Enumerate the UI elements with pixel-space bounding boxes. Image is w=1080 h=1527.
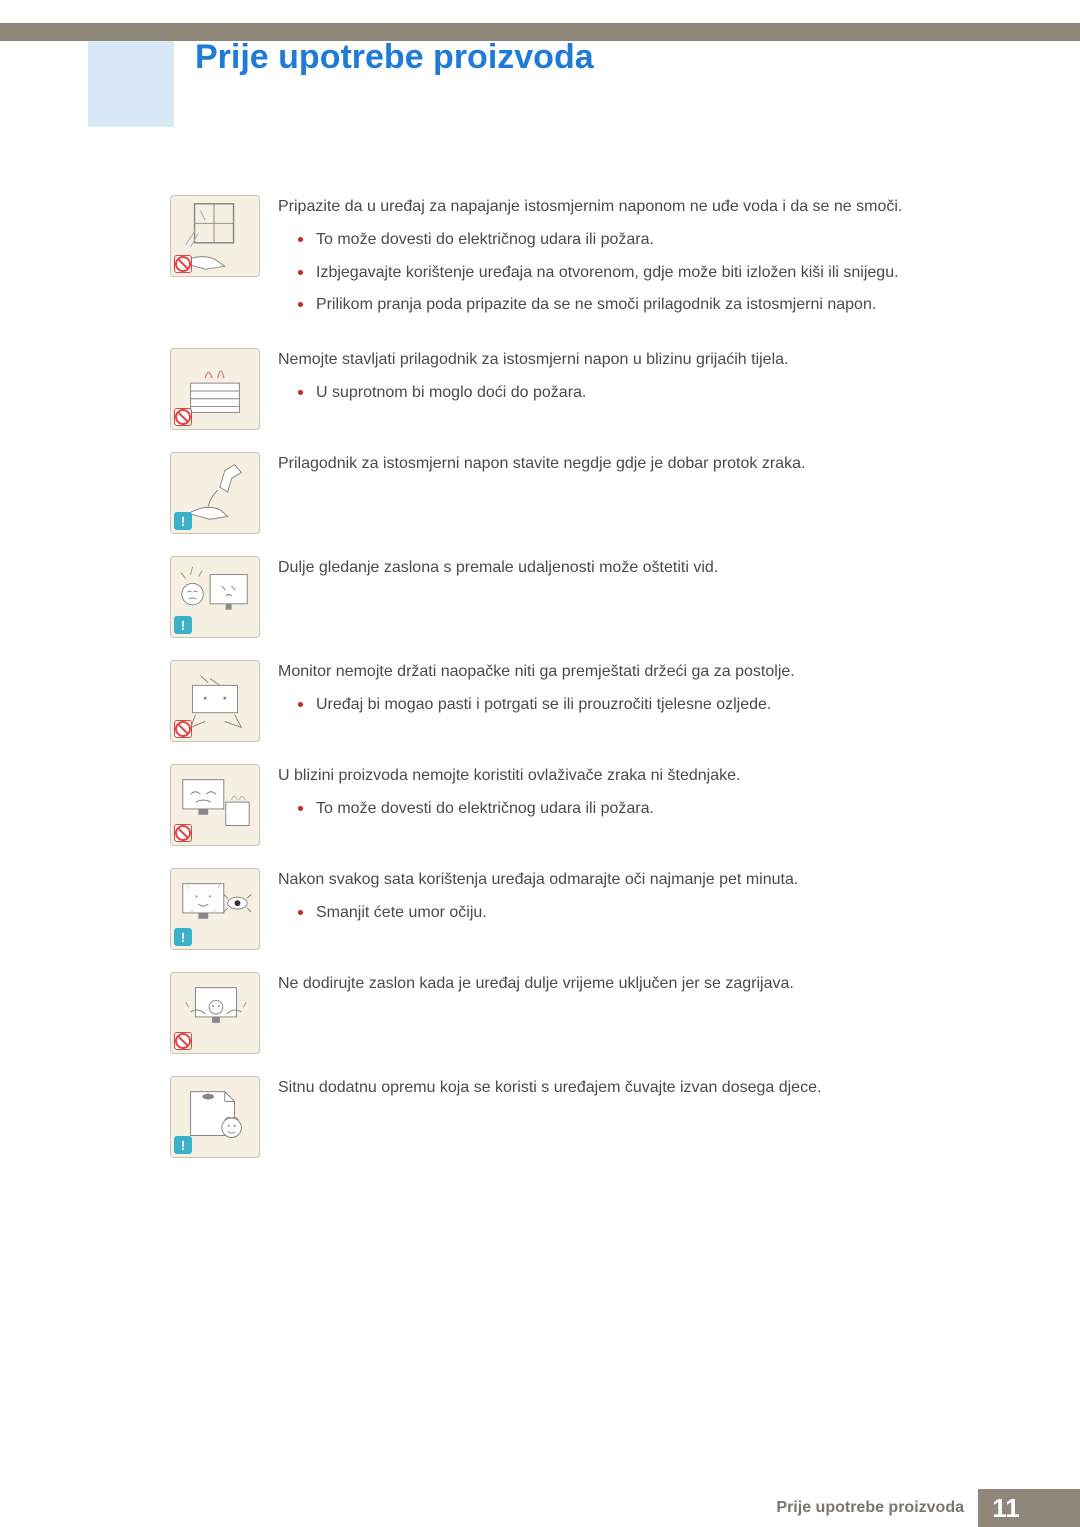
safety-section: Pripazite da u uređaj za napajanje istos… [170, 195, 930, 326]
section-lead: Nemojte stavljati prilagodnik za istosmj… [278, 348, 930, 373]
bullet-item: Izbjegavajte korištenje uređaja na otvor… [316, 261, 930, 286]
page-heading: Prije upotrebe proizvoda [195, 38, 594, 77]
section-lead: Ne dodirujte zaslon kada je uređaj dulje… [278, 972, 930, 997]
bullet-list: To može dovesti do električnog udara ili… [278, 228, 930, 318]
section-lead: U blizini proizvoda nemojte koristiti ov… [278, 764, 930, 789]
safety-illustration [170, 348, 260, 430]
bullet-item: Prilikom pranja poda pripazite da se ne … [316, 293, 930, 318]
bullet-item: To može dovesti do električnog udara ili… [316, 228, 930, 253]
section-lead: Nakon svakog sata korištenja uređaja odm… [278, 868, 930, 893]
prohibit-icon [174, 255, 192, 273]
bullet-list: Uređaj bi mogao pasti i potrgati se ili … [278, 693, 930, 718]
content-area: Pripazite da u uređaj za napajanje istos… [170, 195, 930, 1180]
info-icon [174, 928, 192, 946]
section-lead: Sitnu dodatnu opremu koja se koristi s u… [278, 1076, 930, 1101]
footer-page-number: 11 [978, 1489, 1034, 1527]
safety-illustration [170, 1076, 260, 1158]
info-icon [174, 1136, 192, 1154]
safety-section: Monitor nemojte držati naopačke niti ga … [170, 660, 930, 742]
section-text: U blizini proizvoda nemojte koristiti ov… [278, 764, 930, 830]
bullet-item: Uređaj bi mogao pasti i potrgati se ili … [316, 693, 930, 718]
info-icon [174, 616, 192, 634]
prohibit-icon [174, 720, 192, 738]
safety-section: Nemojte stavljati prilagodnik za istosmj… [170, 348, 930, 430]
bullet-list: Smanjit ćete umor očiju. [278, 901, 930, 926]
prohibit-icon [174, 1032, 192, 1050]
bullet-list: To može dovesti do električnog udara ili… [278, 797, 930, 822]
header-accent-square [88, 41, 174, 127]
footer-label: Prije upotrebe proizvoda [776, 1489, 978, 1527]
section-text: Nemojte stavljati prilagodnik za istosmj… [278, 348, 930, 414]
section-text: Ne dodirujte zaslon kada je uređaj dulje… [278, 972, 930, 1005]
safety-illustration [170, 868, 260, 950]
section-lead: Monitor nemojte držati naopačke niti ga … [278, 660, 930, 685]
bullet-item: To može dovesti do električnog udara ili… [316, 797, 930, 822]
bullet-list: U suprotnom bi moglo doći do požara. [278, 381, 930, 406]
safety-illustration [170, 452, 260, 534]
safety-section: Nakon svakog sata korištenja uređaja odm… [170, 868, 930, 950]
footer-tail [1034, 1489, 1080, 1527]
section-text: Sitnu dodatnu opremu koja se koristi s u… [278, 1076, 930, 1109]
safety-illustration [170, 195, 260, 277]
info-icon [174, 512, 192, 530]
safety-section: Sitnu dodatnu opremu koja se koristi s u… [170, 1076, 930, 1158]
safety-section: U blizini proizvoda nemojte koristiti ov… [170, 764, 930, 846]
safety-section: Ne dodirujte zaslon kada je uređaj dulje… [170, 972, 930, 1054]
section-text: Prilagodnik za istosmjerni napon stavite… [278, 452, 930, 485]
safety-section: Dulje gledanje zaslona s premale udaljen… [170, 556, 930, 638]
section-lead: Dulje gledanje zaslona s premale udaljen… [278, 556, 930, 581]
safety-illustration [170, 972, 260, 1054]
prohibit-icon [174, 824, 192, 842]
prohibit-icon [174, 408, 192, 426]
footer: Prije upotrebe proizvoda 11 [776, 1489, 1080, 1527]
safety-illustration [170, 764, 260, 846]
bullet-item: Smanjit ćete umor očiju. [316, 901, 930, 926]
section-text: Pripazite da u uređaj za napajanje istos… [278, 195, 930, 326]
section-text: Monitor nemojte držati naopačke niti ga … [278, 660, 930, 726]
safety-section: Prilagodnik za istosmjerni napon stavite… [170, 452, 930, 534]
section-lead: Prilagodnik za istosmjerni napon stavite… [278, 452, 930, 477]
section-text: Nakon svakog sata korištenja uređaja odm… [278, 868, 930, 934]
section-lead: Pripazite da u uređaj za napajanje istos… [278, 195, 930, 220]
safety-illustration [170, 556, 260, 638]
safety-illustration [170, 660, 260, 742]
bullet-item: U suprotnom bi moglo doći do požara. [316, 381, 930, 406]
section-text: Dulje gledanje zaslona s premale udaljen… [278, 556, 930, 589]
